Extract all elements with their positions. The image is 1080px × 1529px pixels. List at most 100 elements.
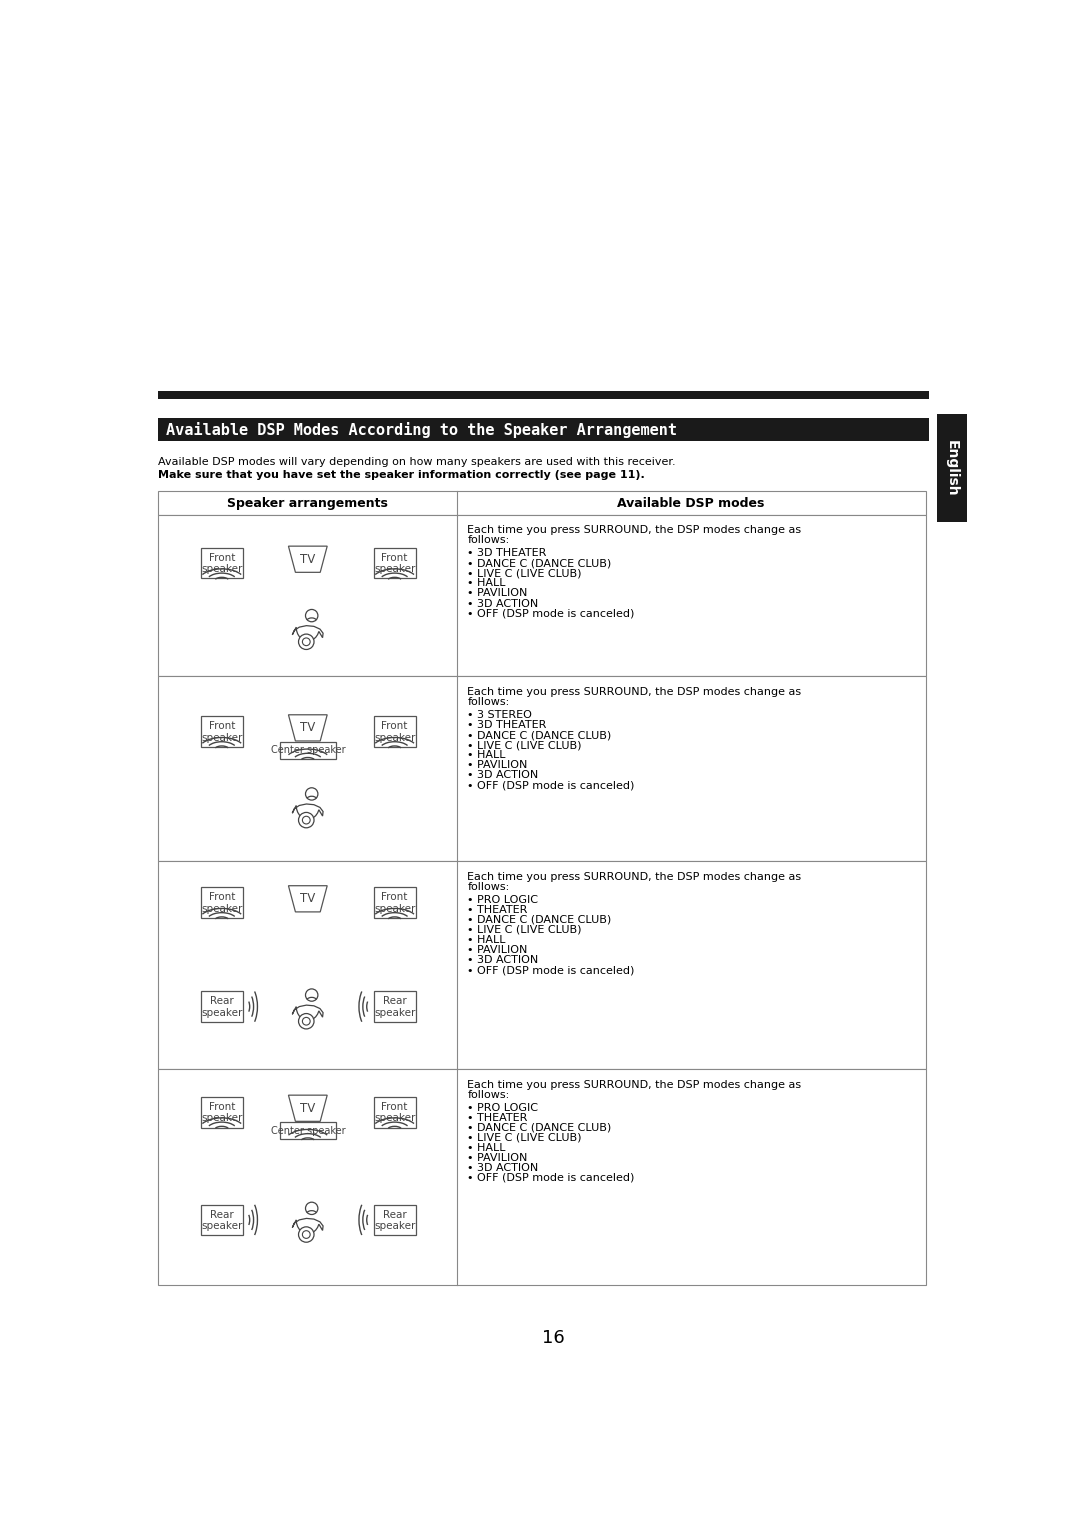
Polygon shape <box>293 1005 323 1020</box>
Text: • THEATER: • THEATER <box>468 1113 528 1122</box>
Text: • DANCE C (DANCE CLUB): • DANCE C (DANCE CLUB) <box>468 914 611 925</box>
Bar <box>201 716 243 748</box>
Text: Front: Front <box>381 722 408 731</box>
Text: • 3 STEREO: • 3 STEREO <box>468 709 532 720</box>
Text: speaker: speaker <box>201 1113 243 1124</box>
Circle shape <box>298 1014 314 1029</box>
Text: speaker: speaker <box>201 564 243 575</box>
Text: speaker: speaker <box>374 564 416 575</box>
Text: Front: Front <box>381 552 408 563</box>
Text: • HALL: • HALL <box>468 1142 505 1153</box>
Text: English: English <box>945 440 959 497</box>
Text: • OFF (DSP mode is canceled): • OFF (DSP mode is canceled) <box>468 780 635 790</box>
Circle shape <box>302 1231 310 1238</box>
Text: • LIVE C (LIVE CLUB): • LIVE C (LIVE CLUB) <box>468 740 582 751</box>
Text: • PAVILION: • PAVILION <box>468 1153 528 1164</box>
Text: Speaker arrangements: Speaker arrangements <box>227 497 388 509</box>
Text: • 3D THEATER: • 3D THEATER <box>468 720 546 731</box>
Text: speaker: speaker <box>201 1222 243 1231</box>
Circle shape <box>306 610 318 622</box>
Text: • OFF (DSP mode is canceled): • OFF (DSP mode is canceled) <box>468 965 635 976</box>
Text: • HALL: • HALL <box>468 936 505 945</box>
Text: Rear: Rear <box>382 1209 406 1220</box>
Circle shape <box>298 1226 314 1242</box>
Text: • HALL: • HALL <box>468 751 505 760</box>
Text: Available DSP Modes According to the Speaker Arrangement: Available DSP Modes According to the Spe… <box>166 422 677 437</box>
Text: • PRO LOGIC: • PRO LOGIC <box>468 894 539 905</box>
Text: • OFF (DSP mode is canceled): • OFF (DSP mode is canceled) <box>468 1173 635 1183</box>
Text: Each time you press SURROUND, the DSP modes change as: Each time you press SURROUND, the DSP mo… <box>468 687 801 697</box>
Text: follows:: follows: <box>468 882 510 891</box>
Polygon shape <box>293 1219 323 1234</box>
Bar <box>201 1096 243 1127</box>
Text: Each time you press SURROUND, the DSP modes change as: Each time you press SURROUND, the DSP mo… <box>468 526 801 535</box>
Text: • PRO LOGIC: • PRO LOGIC <box>468 1102 539 1113</box>
Bar <box>159 419 930 442</box>
Text: • 3D THEATER: • 3D THEATER <box>468 549 546 558</box>
Text: • THEATER: • THEATER <box>468 905 528 914</box>
Text: Rear: Rear <box>210 1209 233 1220</box>
Bar <box>159 1069 926 1284</box>
Bar <box>159 491 926 515</box>
Polygon shape <box>288 714 327 742</box>
Text: Center speaker: Center speaker <box>270 1125 346 1136</box>
Text: Front: Front <box>208 893 235 902</box>
Text: • 3D ACTION: • 3D ACTION <box>468 598 539 609</box>
Text: follows:: follows: <box>468 535 510 546</box>
Text: • PAVILION: • PAVILION <box>468 760 528 771</box>
Text: • 3D ACTION: • 3D ACTION <box>468 956 539 965</box>
Bar <box>159 515 926 676</box>
Text: Front: Front <box>208 1102 235 1112</box>
Polygon shape <box>293 625 323 641</box>
Text: speaker: speaker <box>374 904 416 914</box>
Polygon shape <box>288 1095 327 1121</box>
Bar <box>374 1096 416 1127</box>
Text: Available DSP modes: Available DSP modes <box>618 497 765 509</box>
Text: Rear: Rear <box>382 997 406 1006</box>
Polygon shape <box>293 804 323 820</box>
Bar <box>374 547 416 578</box>
Text: Front: Front <box>208 722 235 731</box>
Bar <box>201 1205 243 1235</box>
Text: speaker: speaker <box>374 1222 416 1231</box>
Text: TV: TV <box>300 893 315 905</box>
Text: TV: TV <box>300 553 315 566</box>
Text: TV: TV <box>300 722 315 734</box>
Text: • DANCE C (DANCE CLUB): • DANCE C (DANCE CLUB) <box>468 558 611 569</box>
Circle shape <box>302 638 310 645</box>
Text: Center speaker: Center speaker <box>270 745 346 755</box>
Circle shape <box>302 816 310 824</box>
Text: 16: 16 <box>542 1330 565 1347</box>
Bar <box>937 414 967 523</box>
Text: speaker: speaker <box>201 1008 243 1018</box>
Text: • 3D ACTION: • 3D ACTION <box>468 1164 539 1173</box>
Bar <box>374 1205 416 1235</box>
Circle shape <box>306 1202 318 1214</box>
Text: • HALL: • HALL <box>468 578 505 589</box>
Text: speaker: speaker <box>374 732 416 743</box>
Bar <box>201 547 243 578</box>
Circle shape <box>298 635 314 650</box>
Text: Rear: Rear <box>210 997 233 1006</box>
Circle shape <box>306 787 318 800</box>
Bar <box>280 742 336 758</box>
Text: • PAVILION: • PAVILION <box>468 589 528 598</box>
Text: • DANCE C (DANCE CLUB): • DANCE C (DANCE CLUB) <box>468 1122 611 1133</box>
Bar <box>159 861 926 1069</box>
Bar <box>280 1122 336 1139</box>
Bar <box>374 716 416 748</box>
Text: Each time you press SURROUND, the DSP modes change as: Each time you press SURROUND, the DSP mo… <box>468 872 801 882</box>
Text: • LIVE C (LIVE CLUB): • LIVE C (LIVE CLUB) <box>468 1133 582 1142</box>
Text: speaker: speaker <box>374 1113 416 1124</box>
Text: • LIVE C (LIVE CLUB): • LIVE C (LIVE CLUB) <box>468 569 582 578</box>
Bar <box>201 991 243 1021</box>
Text: follows:: follows: <box>468 1090 510 1099</box>
Bar <box>374 991 416 1021</box>
Bar <box>159 391 930 399</box>
Text: speaker: speaker <box>374 1008 416 1018</box>
Text: TV: TV <box>300 1102 315 1115</box>
Text: Front: Front <box>381 893 408 902</box>
Bar <box>374 887 416 917</box>
Bar <box>159 676 926 861</box>
Text: Make sure that you have set the speaker information correctly (see page 11).: Make sure that you have set the speaker … <box>159 469 645 480</box>
